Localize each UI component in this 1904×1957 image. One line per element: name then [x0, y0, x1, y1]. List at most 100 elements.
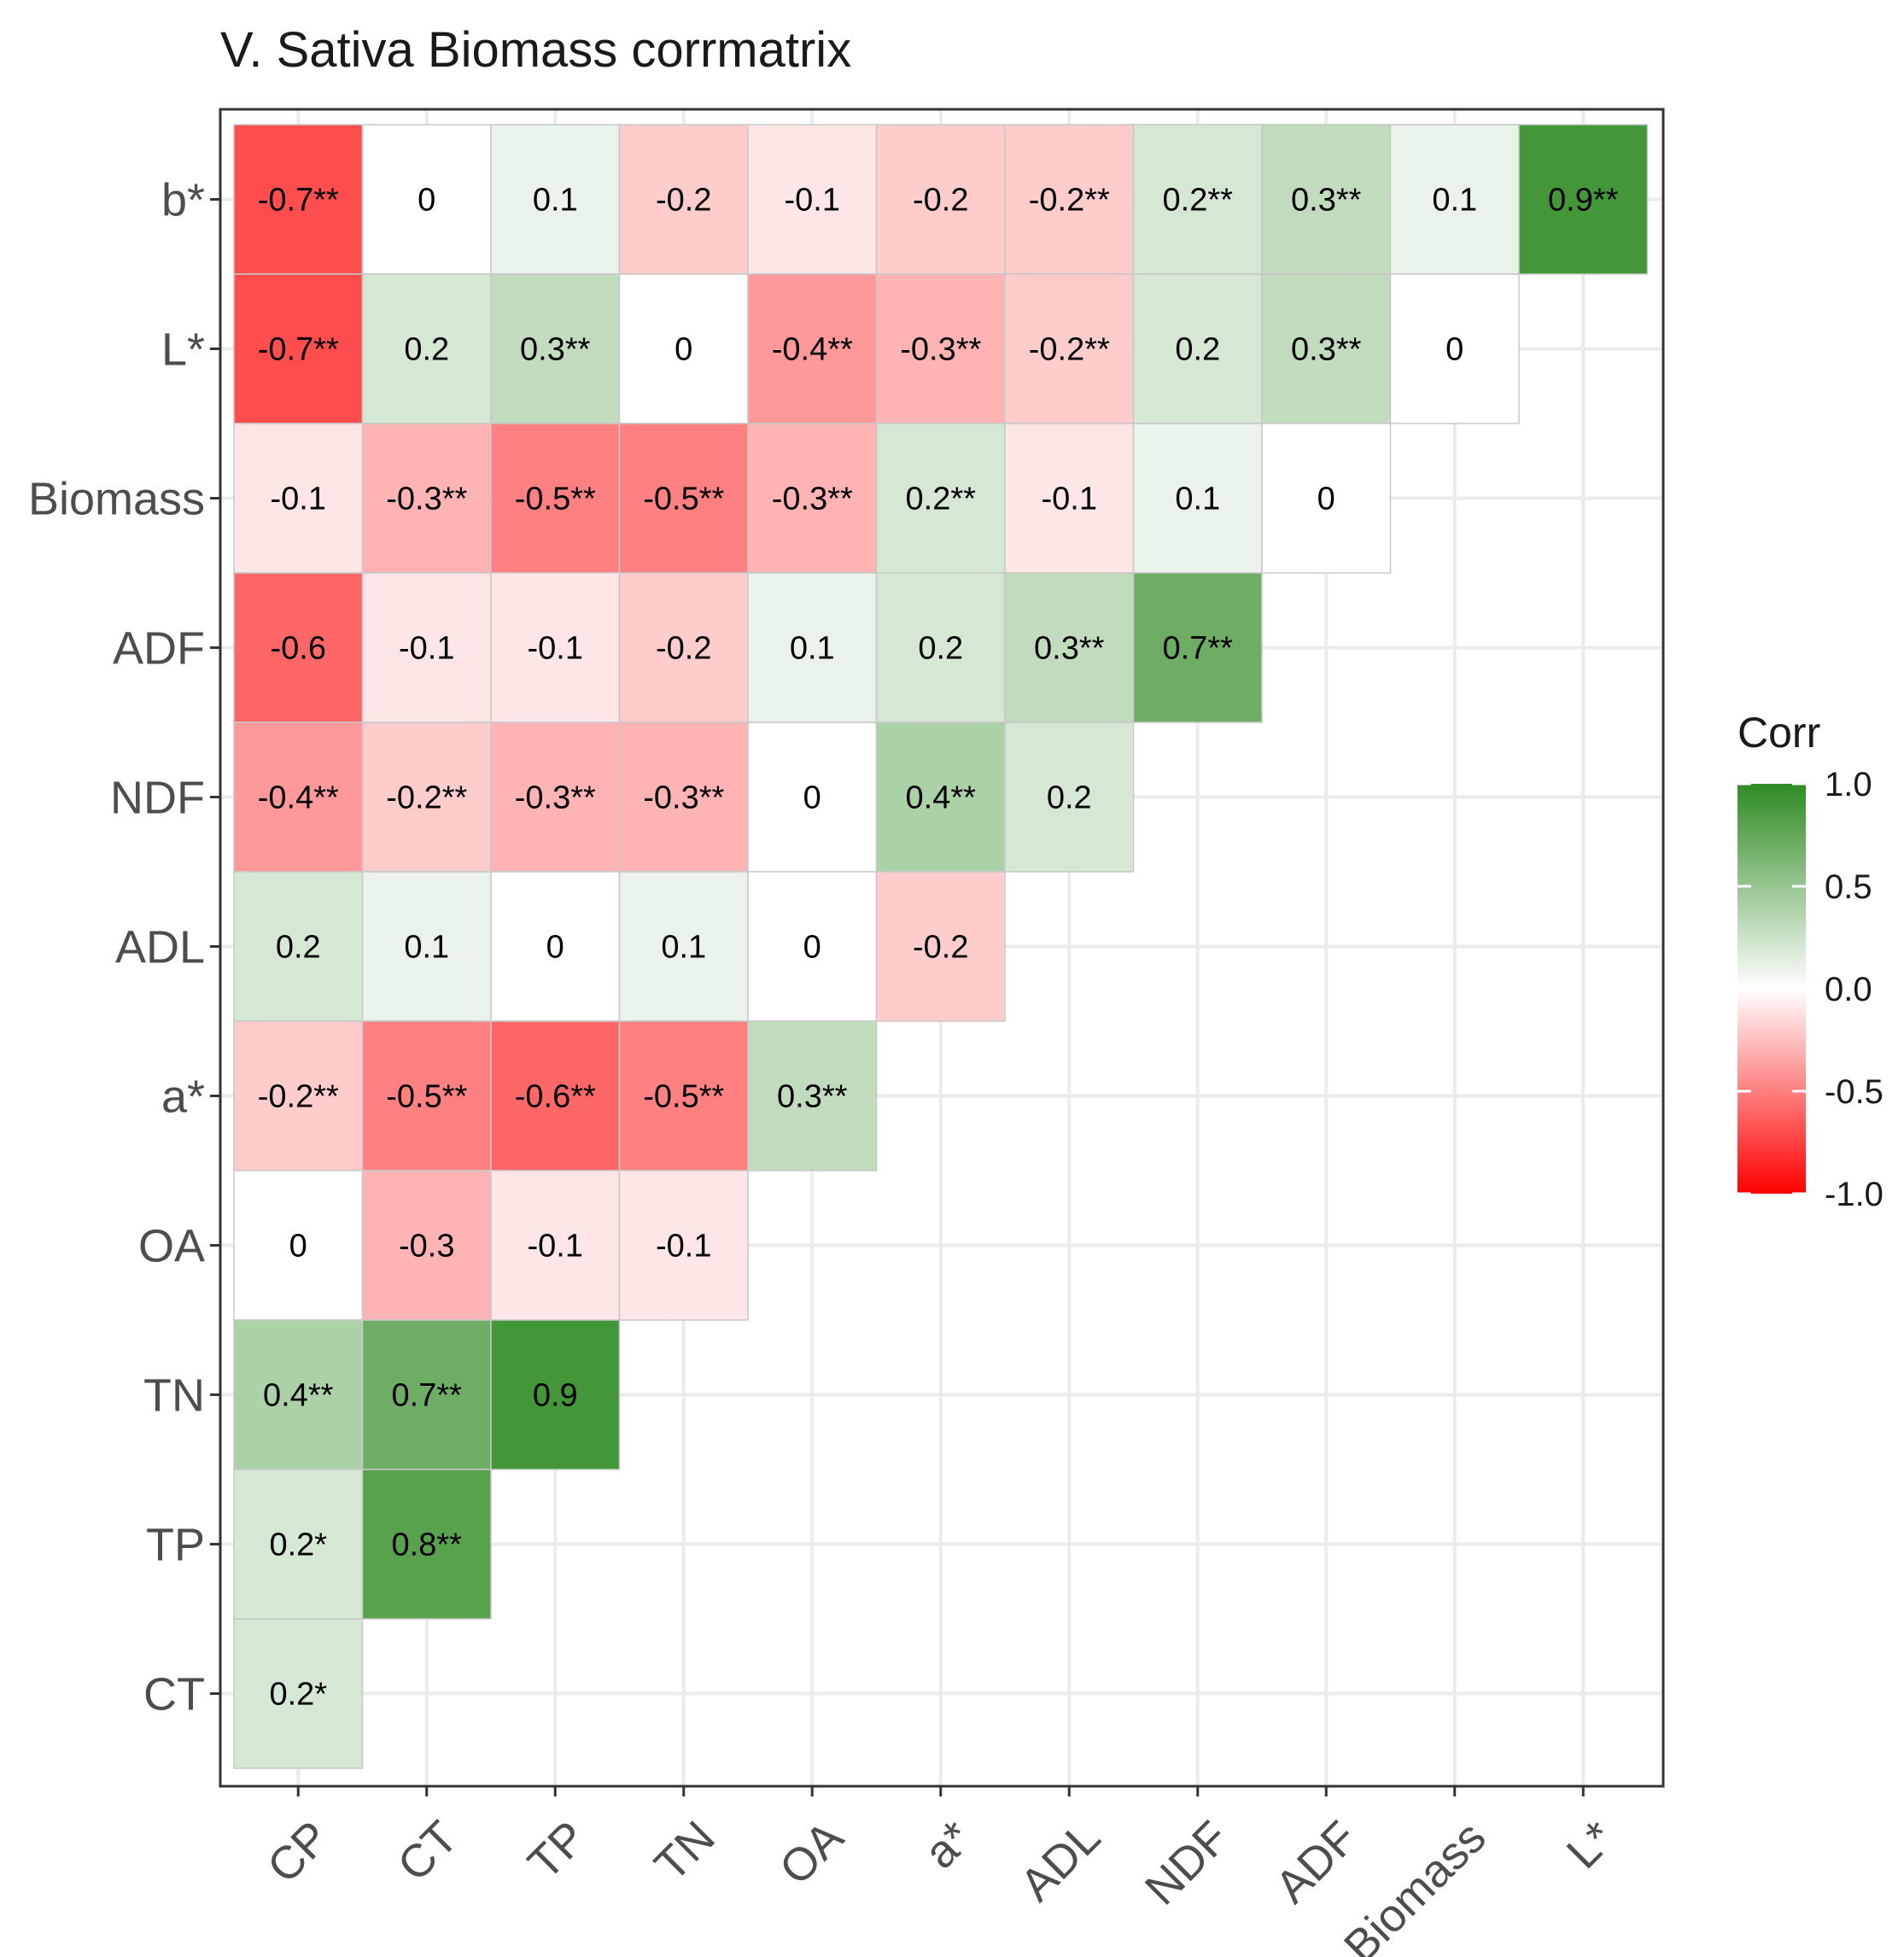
y-tick-label-ct: CT	[143, 1669, 205, 1720]
tile-ndf-tp	[490, 721, 621, 873]
cell-label-biomass-oa: -0.3**	[772, 482, 853, 517]
x-tick-label-biomass: Biomass	[1335, 1812, 1496, 1957]
cell-label-adl-ct: 0.1	[404, 930, 449, 966]
x-tick-label-l-star: L*	[1557, 1812, 1625, 1879]
cell-label-tp-cp: 0.2*	[269, 1528, 327, 1563]
tile-adl-oa	[747, 871, 878, 1022]
cell-label-adf-a-star: 0.2	[918, 631, 963, 667]
tile-ndf-cp	[233, 721, 364, 873]
tile-l-star-tp	[490, 273, 621, 424]
cell-label-biomass-adf: 0	[1317, 482, 1335, 517]
tile-ndf-adl	[1004, 721, 1135, 873]
cell-label-b-star-l-star: 0.9**	[1548, 183, 1619, 219]
cell-label-l-star-adl: -0.2**	[1029, 332, 1110, 368]
tile-biomass-a-star	[875, 423, 1006, 574]
cell-label-l-star-oa: -0.4**	[772, 332, 853, 368]
heatmap-cell-labels: -0.7** 0 0.1 -0.2 -0.1 -0.2 -0.2** 0.2** 0.3** 0.…	[258, 183, 1619, 1713]
cell-label-adl-cp: 0.2	[276, 930, 321, 966]
tile-biomass-oa	[747, 423, 878, 574]
x-tick-label-tp: TP	[518, 1812, 596, 1890]
tile-ndf-tn	[618, 721, 749, 873]
cell-label-ndf-ct: -0.2**	[386, 780, 467, 816]
tile-l-star-biomass	[1389, 273, 1520, 424]
tile-adl-a-star	[875, 871, 1006, 1022]
cell-label-ct-cp: 0.2*	[269, 1677, 327, 1713]
tile-biomass-ndf	[1132, 423, 1263, 574]
cell-label-ndf-tp: -0.3**	[515, 780, 596, 816]
cell-label-b-star-tp: 0.1	[533, 183, 578, 219]
cell-label-a-star-oa: 0.3**	[777, 1079, 848, 1115]
legend-tick-label-0: 1.0	[1825, 766, 1872, 803]
cell-label-a-star-tp: -0.6**	[515, 1079, 596, 1115]
tile-adf-ndf	[1132, 572, 1263, 723]
cell-label-adf-oa: 0.1	[790, 631, 835, 667]
cell-label-oa-tn: -0.1	[656, 1229, 711, 1265]
cell-label-biomass-cp: -0.1	[271, 482, 326, 517]
tile-adf-tn	[618, 572, 749, 723]
tile-tn-cp	[233, 1319, 364, 1470]
x-tick-label-a-star: a*	[914, 1812, 982, 1879]
legend-tick-label-3: -0.5	[1825, 1073, 1884, 1111]
cell-label-ndf-cp: -0.4**	[258, 780, 339, 816]
legend: Corr 1.0 0.5 0.0 -0.5 -1.0	[1738, 709, 1884, 1213]
cell-label-adf-ndf: 0.7**	[1163, 631, 1234, 667]
x-tick-label-ndf: NDF	[1136, 1812, 1239, 1915]
cell-label-adl-oa: 0	[803, 930, 821, 966]
cell-label-l-star-cp: -0.7**	[258, 332, 339, 368]
cell-label-adl-tn: 0.1	[661, 930, 706, 966]
x-tick-label-oa: OA	[770, 1812, 854, 1896]
cell-label-oa-ct: -0.3	[399, 1229, 454, 1265]
tile-b-star-adf	[1261, 124, 1392, 275]
cell-label-adf-cp: -0.6	[271, 631, 326, 667]
cell-label-a-star-tn: -0.5**	[643, 1079, 724, 1115]
y-tick-label-b-star: b*	[161, 175, 205, 226]
cell-label-b-star-tn: -0.2	[656, 183, 711, 219]
cell-label-a-star-ct: -0.5**	[386, 1079, 467, 1115]
cell-label-tn-ct: 0.7**	[392, 1378, 463, 1414]
cell-label-l-star-tp: 0.3**	[520, 332, 591, 368]
tile-ndf-oa	[747, 721, 878, 873]
tile-oa-ct	[361, 1170, 492, 1321]
cell-label-l-star-tn: 0	[675, 332, 692, 368]
cell-label-biomass-tp: -0.5**	[515, 482, 596, 517]
tile-tp-ct	[361, 1469, 492, 1620]
tile-a-star-tp	[490, 1020, 621, 1171]
tile-biomass-tp	[490, 423, 621, 574]
legend-tick-label-2: 0.0	[1825, 971, 1872, 1008]
y-tick-label-tp: TP	[146, 1520, 205, 1571]
cell-label-oa-tp: -0.1	[528, 1229, 583, 1265]
tile-b-star-adl	[1004, 124, 1135, 275]
y-tick-label-biomass: Biomass	[28, 474, 205, 525]
tile-adf-adl	[1004, 572, 1135, 723]
cell-label-ndf-adl: 0.2	[1047, 780, 1092, 816]
cell-label-b-star-ct: 0	[418, 183, 435, 219]
cell-label-a-star-cp: -0.2**	[258, 1079, 339, 1115]
x-tick-label-adl: ADL	[1011, 1812, 1111, 1912]
y-axis: b* L* Biomass ADF NDF ADL a* OA TN TP CT	[28, 175, 220, 1720]
cell-label-adf-ct: -0.1	[399, 631, 454, 667]
tile-adf-tp	[490, 572, 621, 723]
tile-tn-ct	[361, 1319, 492, 1470]
cell-label-l-star-a-star: -0.3**	[900, 332, 981, 368]
cell-label-l-star-ct: 0.2	[404, 332, 449, 368]
cell-label-ndf-tn: -0.3**	[643, 780, 724, 816]
tile-biomass-adl	[1004, 423, 1135, 574]
tile-b-star-oa	[747, 124, 878, 275]
tile-l-star-adf	[1261, 273, 1392, 424]
tile-b-star-l-star	[1518, 124, 1649, 275]
cell-label-adf-tn: -0.2	[656, 631, 711, 667]
x-tick-label-cp: CP	[258, 1812, 339, 1893]
tile-b-star-ct	[361, 124, 492, 275]
y-tick-label-oa: OA	[138, 1221, 205, 1272]
cell-label-b-star-oa: -0.1	[785, 183, 840, 219]
cell-label-b-star-adl: -0.2**	[1029, 183, 1110, 219]
y-tick-label-tn: TN	[143, 1370, 205, 1422]
cell-label-adl-tp: 0	[546, 930, 564, 966]
cell-label-tn-cp: 0.4**	[263, 1378, 334, 1414]
y-tick-label-l-star: L*	[161, 324, 205, 376]
tile-l-star-ct	[361, 273, 492, 424]
cell-label-l-star-biomass: 0	[1446, 332, 1463, 368]
y-tick-label-adf: ADF	[113, 623, 205, 675]
